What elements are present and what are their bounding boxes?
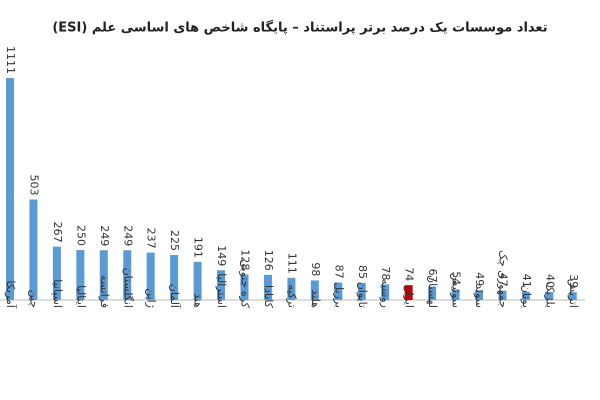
value-label: 1111	[4, 46, 17, 74]
x-tick-label: برزیل	[332, 282, 345, 308]
x-tick-label: ایران	[403, 285, 416, 308]
x-tick-label: سوئیس	[450, 273, 463, 308]
x-tick-label: تایوان	[356, 282, 369, 308]
bar	[381, 284, 390, 300]
bar	[99, 250, 108, 300]
x-tick-label: اتریش	[567, 279, 580, 308]
bar	[334, 282, 343, 300]
value-label: 250	[74, 225, 87, 246]
x-tick-label: لهستان	[426, 275, 439, 308]
x-tick-label: اسپانیا	[51, 279, 64, 308]
bar	[193, 261, 202, 300]
bar	[217, 270, 226, 300]
bar	[357, 283, 366, 300]
value-label: 54	[450, 271, 463, 285]
bar	[310, 280, 319, 300]
value-label: 503	[27, 174, 40, 195]
x-tick-label: فرانسه	[98, 275, 111, 308]
x-tick-label: چین	[27, 290, 40, 309]
value-label: 237	[145, 228, 158, 249]
bar	[428, 286, 437, 300]
bar	[568, 292, 577, 300]
value-label: 128	[239, 249, 252, 270]
value-label: 98	[309, 262, 322, 276]
bar	[404, 285, 413, 300]
value-label: 87	[332, 265, 345, 279]
value-label: 191	[192, 237, 205, 258]
bar	[240, 274, 249, 300]
x-tick-label: انگلستان	[121, 268, 134, 308]
value-label: 41	[520, 274, 533, 288]
value-label: 149	[215, 245, 228, 266]
x-tick-label: ایتالیا	[74, 285, 87, 308]
value-label: 74	[403, 267, 416, 281]
x-tick-label: روسیه	[379, 279, 392, 308]
value-label: 249	[98, 225, 111, 246]
x-tick-label: کانادا	[262, 285, 275, 309]
value-label: 47	[496, 273, 509, 287]
bar	[76, 250, 85, 300]
bar	[52, 246, 61, 300]
value-label: 249	[121, 225, 134, 246]
x-tick-label: سوئد	[473, 284, 486, 308]
value-label: 225	[168, 230, 181, 251]
x-tick-label: آلمان	[168, 284, 182, 309]
value-label: 126	[262, 250, 275, 271]
x-tick-label: ترکیه	[285, 284, 298, 308]
x-tick-label: هلند	[309, 289, 322, 308]
value-label: 40	[543, 274, 556, 288]
bar	[146, 252, 155, 300]
bar	[451, 289, 460, 300]
bar	[29, 199, 38, 300]
x-tick-label: استرالیا	[215, 273, 228, 308]
bar	[545, 292, 554, 300]
bar	[475, 290, 483, 300]
x-tick-label: ژاپن	[145, 288, 158, 308]
x-tick-label: آمریکا	[4, 280, 18, 308]
x-tick-label: هند	[192, 293, 205, 308]
bar	[287, 277, 296, 300]
value-label: 39	[567, 274, 580, 288]
x-tick-label: بلژیک	[543, 282, 556, 308]
value-label: 78	[379, 266, 392, 280]
x-tick-label: جمهوری چک	[496, 250, 509, 308]
value-label: 111	[285, 253, 298, 274]
bar	[123, 250, 132, 300]
x-tick-label: یونان	[520, 285, 533, 308]
x-tick-label: کره جنوبی	[239, 259, 252, 308]
bar	[263, 274, 272, 300]
bar	[521, 291, 530, 300]
value-label: 49	[473, 272, 486, 286]
bar	[498, 290, 507, 300]
bar	[6, 78, 14, 300]
value-label: 267	[51, 222, 64, 243]
value-label: 85	[356, 265, 369, 279]
chart-title: تعداد موسسات یک درصد برتر پراستناد – پای…	[52, 20, 547, 36]
value-label: 67	[426, 269, 439, 283]
bar	[170, 255, 179, 300]
